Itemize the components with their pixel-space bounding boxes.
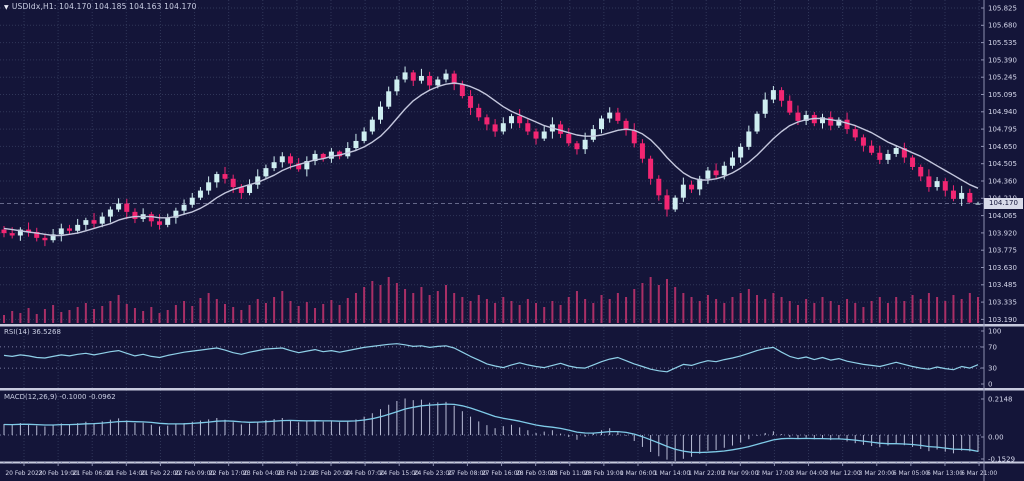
svg-text:3 Mar 04:00: 3 Mar 04:00 [790,470,826,477]
svg-text:105.680: 105.680 [988,22,1017,30]
svg-text:103.335: 103.335 [988,299,1017,307]
svg-text:1 Mar 14:00: 1 Mar 14:00 [654,470,690,477]
svg-text:1 Mar 22:00: 1 Mar 22:00 [688,470,724,477]
svg-text:27 Feb 08:00: 27 Feb 08:00 [448,470,488,477]
svg-text:3 Mar 12:00: 3 Mar 12:00 [825,470,861,477]
svg-text:104.360: 104.360 [988,177,1017,185]
svg-text:1 Mar 06:00: 1 Mar 06:00 [620,470,656,477]
svg-text:22 Feb 17:00: 22 Feb 17:00 [209,470,249,477]
svg-text:2 Mar 17:00: 2 Mar 17:00 [756,470,792,477]
svg-text:105.095: 105.095 [988,91,1017,99]
svg-text:6 Mar 13:00: 6 Mar 13:00 [927,470,963,477]
svg-text:22 Feb 09:00: 22 Feb 09:00 [175,470,215,477]
svg-text:27 Feb 16:00: 27 Feb 16:00 [482,470,522,477]
svg-text:104.940: 104.940 [988,108,1017,116]
svg-text:2 Mar 09:00: 2 Mar 09:00 [722,470,758,477]
svg-text:104.650: 104.650 [988,143,1017,151]
svg-text:100: 100 [988,327,1001,335]
current-price-tag: 104.170 [984,198,1023,209]
svg-text:20 Feb 19:00: 20 Feb 19:00 [38,470,78,477]
macd-indicator-label: MACD(12,26,9) -0.1000 -0.0962 [4,392,116,401]
rsi-pane [0,343,983,373]
svg-text:23 Feb 04:00: 23 Feb 04:00 [243,470,283,477]
svg-text:0: 0 [988,380,992,388]
svg-text:105.390: 105.390 [988,56,1017,64]
rsi-indicator-label: RSI(14) 36.5268 [4,328,61,336]
svg-text:24 Feb 23:00: 24 Feb 23:00 [414,470,454,477]
svg-text:104.065: 104.065 [988,212,1017,220]
volume-histogram [3,277,980,323]
svg-text:6 Mar 21:00: 6 Mar 21:00 [961,470,997,477]
svg-text:28 Feb 11:00: 28 Feb 11:00 [550,470,590,477]
macd-pane [0,398,983,461]
svg-text:105.535: 105.535 [988,39,1017,47]
svg-text:28 Feb 03:00: 28 Feb 03:00 [516,470,556,477]
rsi-line [3,343,979,373]
moving-average-line [3,82,979,237]
svg-text:104.795: 104.795 [988,126,1017,134]
candles [1,66,981,247]
svg-text:103.775: 103.775 [988,247,1017,255]
svg-text:103.630: 103.630 [988,264,1017,272]
svg-text:21 Feb 14:00: 21 Feb 14:00 [107,470,147,477]
price-axis: 105.825 105.680 105.535 105.390 105.245 105.0… [981,0,1017,481]
grid [0,0,983,461]
svg-text:30: 30 [988,364,997,372]
svg-text:21 Feb 06:00: 21 Feb 06:00 [73,470,113,477]
symbol-ohlc-title: ▼ USDIdx,H1: 104.170 104.185 104.163 104.… [4,2,197,11]
svg-text:24 Feb 07:00: 24 Feb 07:00 [345,470,385,477]
svg-text:103.190: 103.190 [988,316,1017,324]
chevron-down-icon: ▼ [4,4,9,11]
svg-text:105.825: 105.825 [988,4,1017,12]
svg-text:105.245: 105.245 [988,74,1017,82]
svg-text:23 Feb 12:00: 23 Feb 12:00 [277,470,317,477]
svg-text:6 Mar 05:00: 6 Mar 05:00 [893,470,929,477]
svg-text:0.00: 0.00 [988,433,1004,441]
svg-text:103.920: 103.920 [988,229,1017,237]
pane-separators [0,324,1024,464]
macd-signal-line [3,403,979,454]
svg-text:3 Mar 20:00: 3 Mar 20:00 [859,470,895,477]
svg-text:0.2148: 0.2148 [988,395,1013,403]
svg-text:103.485: 103.485 [988,281,1017,289]
svg-text:28 Feb 19:00: 28 Feb 19:00 [584,470,624,477]
svg-text:23 Feb 20:00: 23 Feb 20:00 [311,470,351,477]
svg-text:70: 70 [988,343,997,351]
svg-text:24 Feb 15:00: 24 Feb 15:00 [380,470,420,477]
svg-text:20 Feb 2023: 20 Feb 2023 [5,470,43,477]
svg-text:104.505: 104.505 [988,160,1017,168]
symbol-ohlc-text: USDIdx,H1: 104.170 104.185 104.163 104.1… [11,2,197,11]
svg-text:-0.1529: -0.1529 [988,455,1015,463]
svg-text:21 Feb 22:00: 21 Feb 22:00 [141,470,181,477]
